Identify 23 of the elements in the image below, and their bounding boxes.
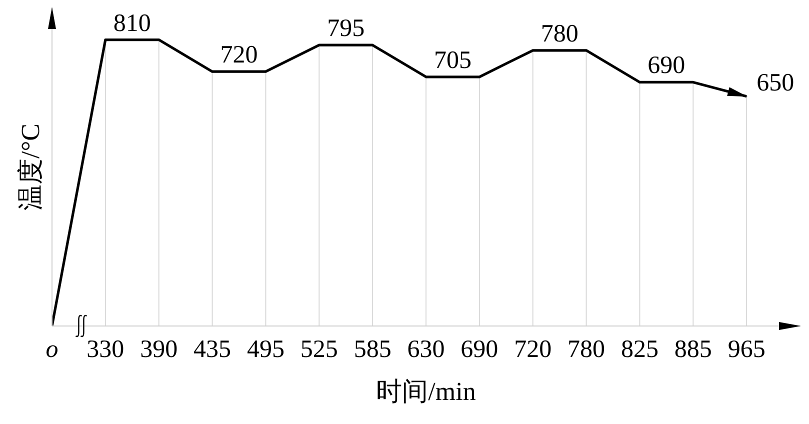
x-tick-label: 495 (246, 336, 284, 363)
data-label: 650 (756, 69, 794, 96)
x-tick-label: 690 (460, 336, 498, 363)
x-tick-label: o (46, 336, 58, 363)
data-label: 690 (648, 52, 686, 80)
data-label: 810 (113, 10, 151, 37)
x-tick-label: 780 (568, 336, 606, 363)
x-tick-label: 630 (407, 336, 445, 363)
data-label: 705 (434, 46, 472, 74)
x-axis-title: 时间/min (376, 377, 476, 406)
x-tick-label: 825 (620, 336, 658, 363)
x-tick-label: 965 (728, 336, 766, 363)
y-axis-title: 温度/°C (16, 124, 44, 210)
x-tick-label: 330 (86, 336, 124, 363)
x-tick-label: 885 (674, 336, 712, 363)
x-tick-label: 435 (194, 336, 232, 363)
x-tick-label: 525 (300, 336, 338, 363)
x-tick-label: 585 (354, 336, 392, 363)
data-label: 780 (540, 20, 578, 48)
data-label: 795 (327, 15, 365, 42)
data-label: 720 (220, 42, 258, 69)
x-tick-label: 390 (140, 336, 178, 363)
x-tick-label: 720 (514, 336, 552, 363)
